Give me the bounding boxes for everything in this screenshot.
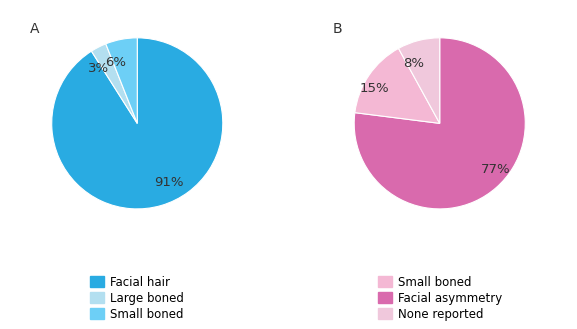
- Legend: Facial hair, Large boned, Small boned: Facial hair, Large boned, Small boned: [90, 276, 184, 321]
- Wedge shape: [91, 44, 137, 123]
- Wedge shape: [399, 38, 440, 123]
- Text: B: B: [333, 22, 342, 37]
- Text: 91%: 91%: [155, 176, 184, 189]
- Text: 3%: 3%: [88, 62, 109, 75]
- Wedge shape: [354, 38, 525, 209]
- Text: 77%: 77%: [481, 163, 510, 176]
- Legend: Small boned, Facial asymmetry, None reported: Small boned, Facial asymmetry, None repo…: [377, 276, 502, 321]
- Wedge shape: [106, 38, 137, 123]
- Text: 8%: 8%: [403, 57, 425, 70]
- Wedge shape: [355, 48, 440, 123]
- Text: 15%: 15%: [359, 82, 389, 95]
- Text: 6%: 6%: [105, 56, 126, 69]
- Wedge shape: [52, 38, 223, 209]
- Text: A: A: [31, 22, 40, 37]
